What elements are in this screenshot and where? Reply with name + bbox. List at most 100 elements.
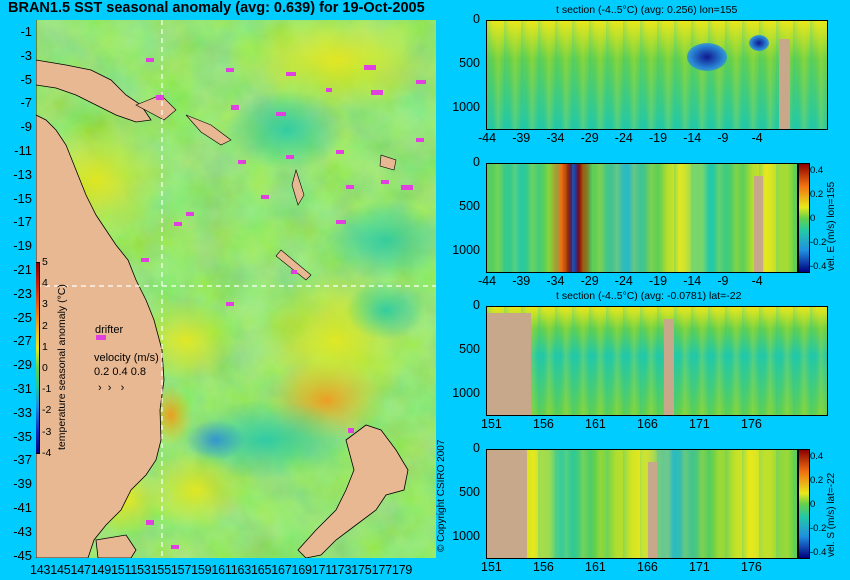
section-x-tick: -29 [580,131,599,145]
depth-tick: 500 [459,342,480,356]
latitude-tick: -9 [20,119,32,135]
tasmania-landmass [95,534,137,558]
fiji-island [379,154,397,171]
velocity-colorbar-tick: 0 [810,213,816,224]
colorbar-tick: -4 [42,446,52,459]
latitude-tick: -21 [13,262,32,277]
australia-landmass [36,20,165,558]
solomon-islands [185,114,232,146]
section-x-tick: -4 [751,131,763,145]
map-title: BRAN1.5 SST seasonal anomaly (avg: 0.639… [8,0,425,16]
section-panel-title: t section (-4..5°C) (avg: -0.0781) lat=-… [556,290,742,302]
latitude-tick: -23 [13,285,32,301]
latitude-tick: -29 [13,357,32,373]
section-plot-area [486,306,828,416]
latitude-tick: -19 [13,238,32,254]
velocity-colorbar-tick: -0.2 [810,237,827,248]
section-plot-area [486,20,828,130]
new-britain-island [135,94,177,121]
colorbar-tick: 3 [42,298,48,311]
section-panel-title: t section (-4..5°C) (avg: 0.256) lon=155 [556,4,738,16]
latitude-tick: -37 [13,452,32,468]
cold-core-feature [687,43,727,71]
section-x-tick: -39 [512,131,531,145]
section-x-tick: 156 [533,560,554,574]
colorbar-tick: -2 [42,404,52,417]
latitude-tick: -35 [13,428,32,444]
new-zealand-landmass [297,424,409,558]
depth-tick: 500 [459,56,480,70]
depth-tick: 500 [459,485,480,499]
drifter-markers [96,58,426,549]
depth-tick: 500 [459,199,480,213]
section-land-mask [663,319,674,415]
map-canvas [36,20,436,558]
velocity-colorbar-tick: -0.4 [810,547,827,558]
section-x-tick: -34 [546,131,565,145]
depth-tick: 0 [473,155,480,169]
latitude-tick: -27 [13,333,32,349]
sst-colorbar [36,262,40,454]
colorbar-tick: 0 [42,362,48,374]
section-coast-mask [487,450,528,558]
new-caledonia-island [275,249,312,281]
section-x-tick: -39 [512,274,531,288]
latitude-tick: -33 [13,404,32,420]
section-x-tick: -14 [683,131,702,145]
latitude-tick: -17 [13,214,32,230]
section-x-tick: -44 [478,274,497,288]
section-x-tick: -34 [546,274,565,288]
sst-anomaly-map[interactable]: 5 4 3 2 1 0 -1 -2 -3 -4 temperature seasonal anom… [36,20,436,558]
section-x-tick: -4 [751,274,763,288]
latitude-tick: -11 [14,143,32,158]
new-guinea-landmass [36,59,152,123]
latitude-tick: -13 [13,166,32,182]
section-x-tick: -24 [614,274,633,288]
velocity-colorbar [798,163,810,273]
section-x-tick: 166 [637,417,658,431]
latitude-tick: -3 [20,47,32,63]
section-x-tick: -9 [717,131,729,145]
colorbar-tick: 5 [42,256,48,268]
depth-tick: 0 [473,441,480,455]
velocity-colorbar [798,449,810,559]
velocity-colorbar-tick: -0.4 [810,261,827,272]
velocity-colorbar-tick: 0.4 [810,165,824,176]
velocity-colorbar-tick: -0.2 [810,523,827,534]
section-x-tick: -24 [614,131,633,145]
section-x-tick: -14 [683,274,702,288]
velocity-scale-arrows: › › › [98,382,125,394]
depth-tick: 1000 [452,100,480,114]
colorbar-label: temperature seasonal anomaly (°C) [56,284,68,450]
latitude-tick: -7 [20,95,32,111]
section-x-tick: 176 [741,417,762,431]
section-x-tick: 156 [533,417,554,431]
section-land-mask [648,462,658,558]
section-x-tick: 171 [689,560,710,574]
section-x-tick: 176 [741,560,762,574]
section-x-tick: -19 [649,131,668,145]
depth-tick: 1000 [452,386,480,400]
section-x-tick: 161 [585,417,606,431]
colorbar-tick: 4 [42,277,48,290]
section-coast-mask [487,313,532,415]
section-land-mask [753,176,763,272]
cold-core-feature [749,35,769,51]
section-x-tick: 161 [585,560,606,574]
section-x-tick: 171 [689,417,710,431]
velocity-colorbar-tick: 0.4 [810,451,824,462]
latitude-tick: -1 [20,24,32,39]
velocity-colorbar-label: vel. E (m/s) lon=155 [826,181,837,271]
colorbar-tick: -1 [42,383,52,396]
section-x-tick: -29 [580,274,599,288]
depth-tick: 1000 [452,243,480,257]
latitude-tick: -15 [13,190,32,206]
section-x-tick: 166 [637,560,658,574]
latitude-tick: -31 [13,381,32,396]
velocity-legend-label: velocity (m/s) [94,352,159,364]
latitude-tick: -41 [13,500,32,515]
colorbar-tick: 1 [42,340,48,353]
velocity-colorbar-tick: 0.2 [810,189,824,200]
depth-tick: 1000 [452,529,480,543]
velocity-colorbar-tick: 0.2 [810,475,824,486]
